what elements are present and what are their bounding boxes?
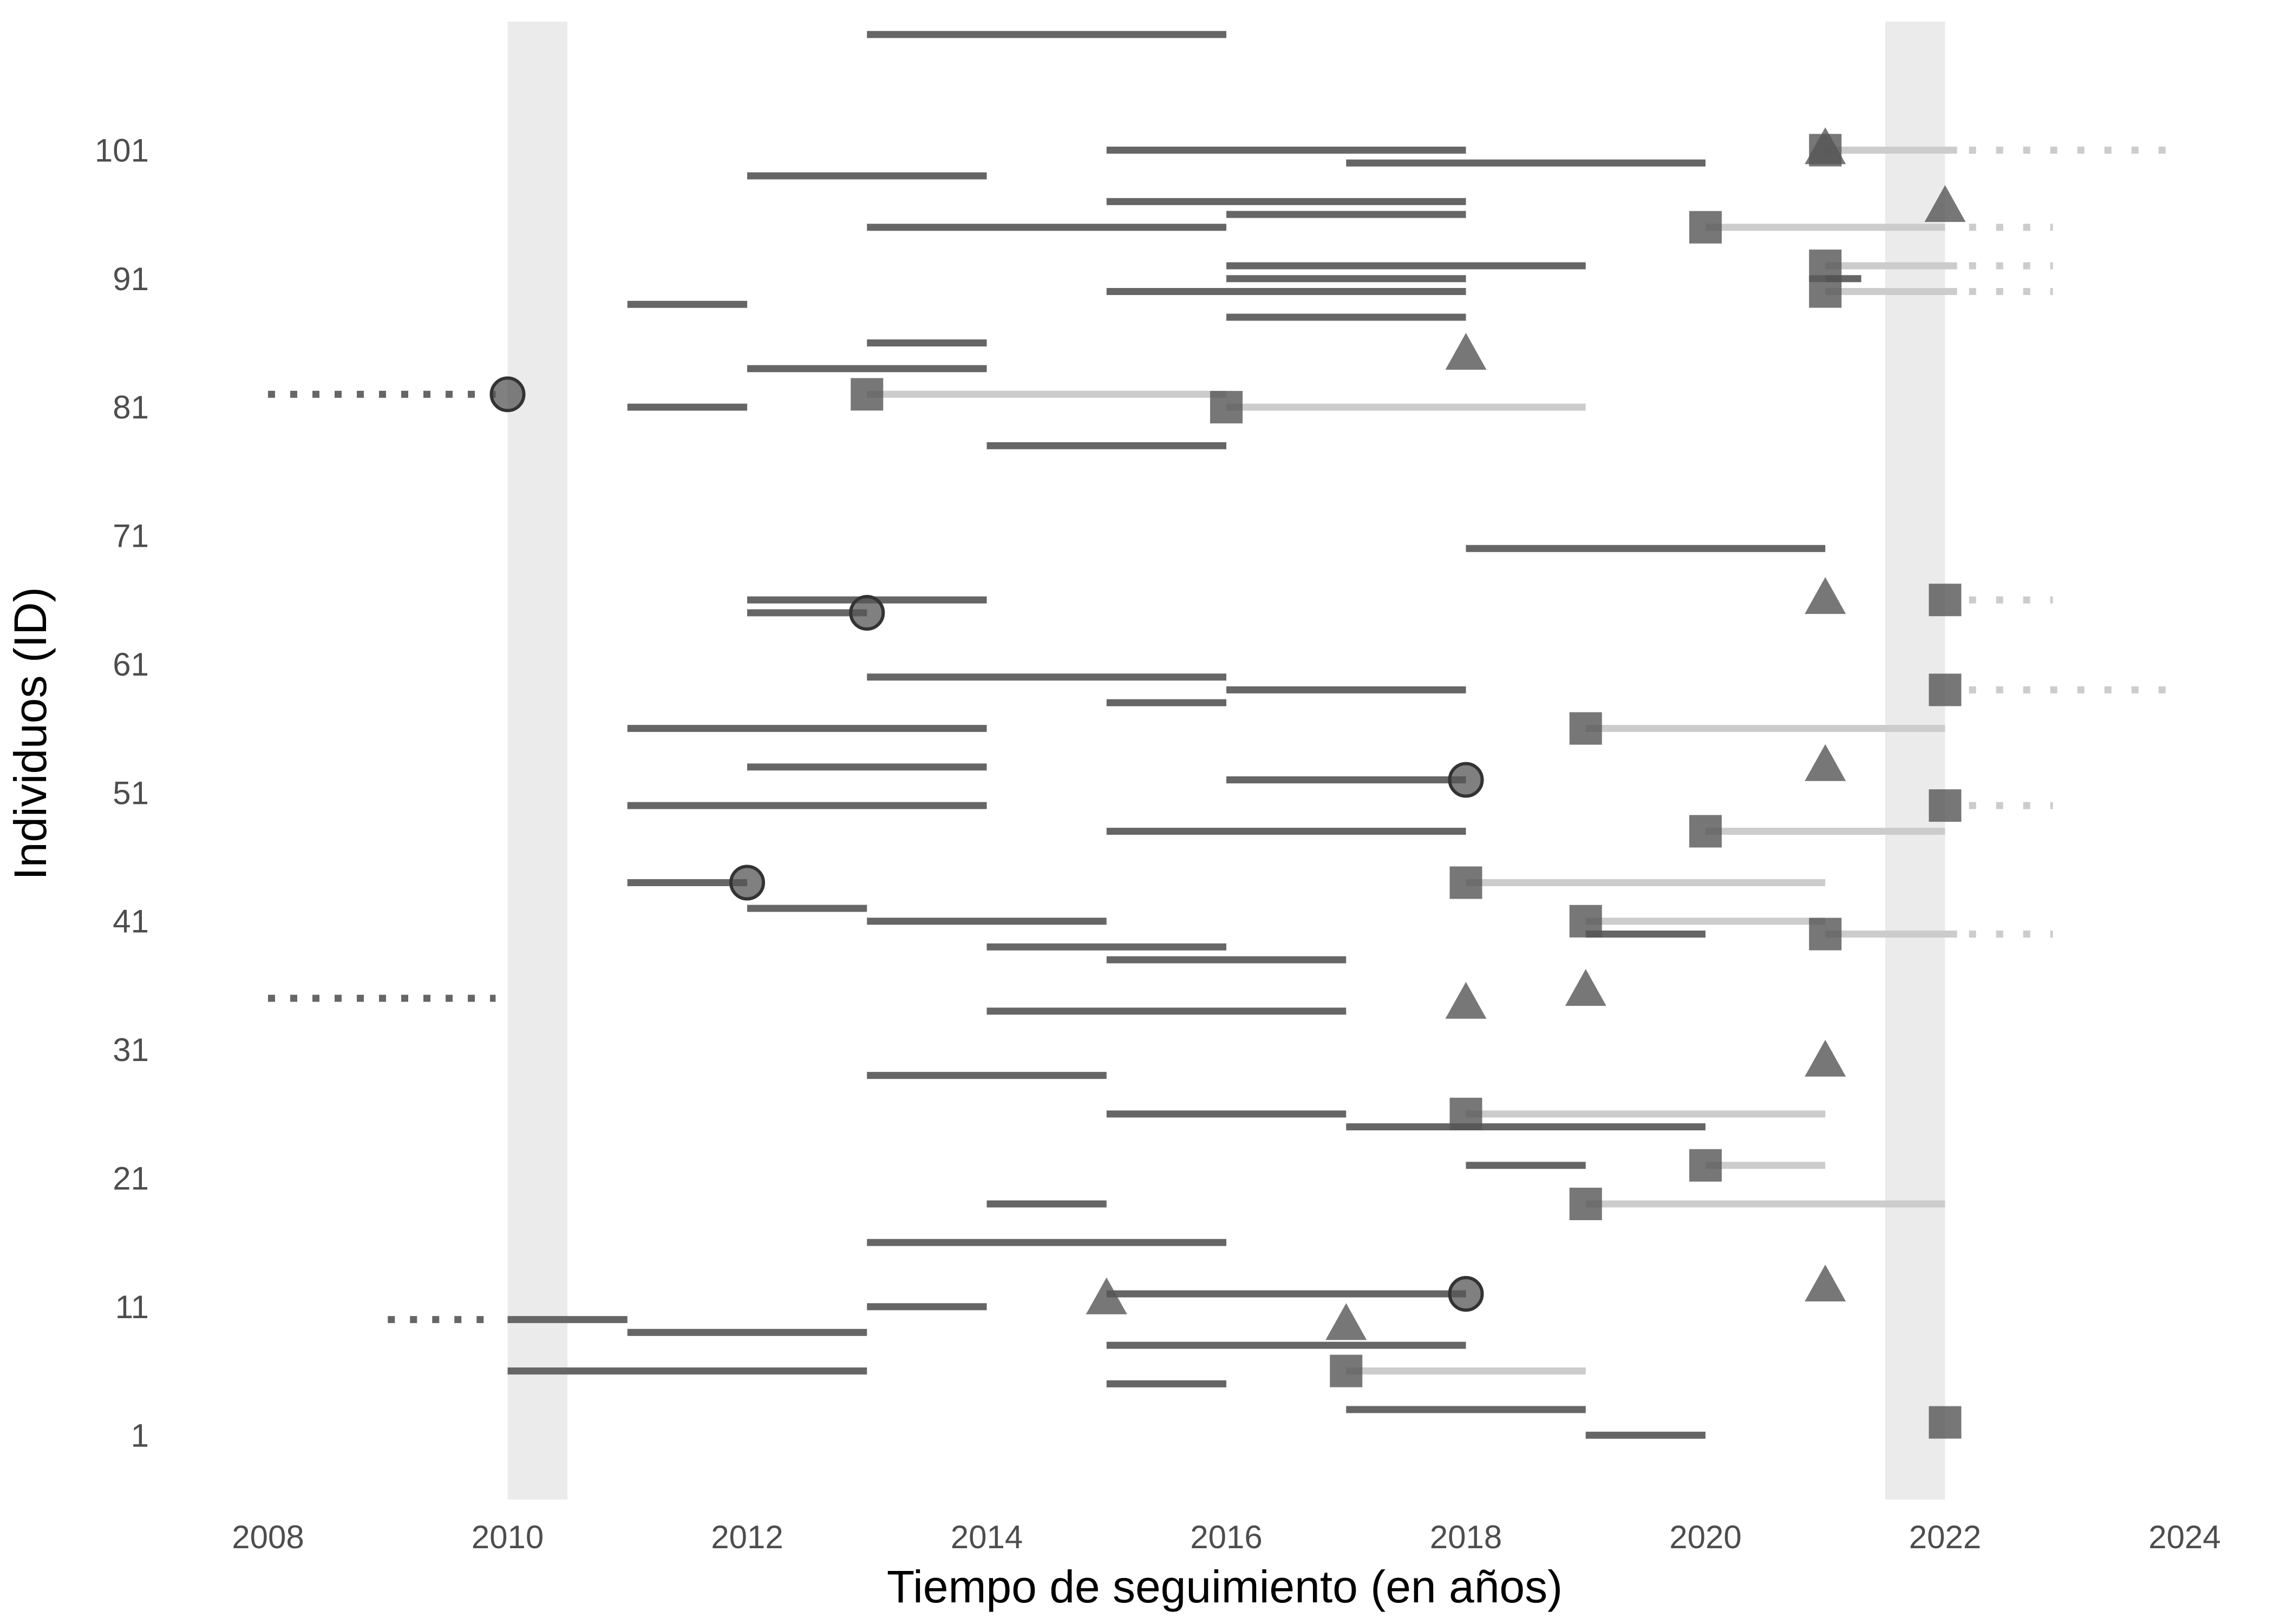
marker-square-24 <box>1929 584 1962 617</box>
marker-square-21 <box>1569 712 1602 745</box>
marker-square-18 <box>1929 789 1962 822</box>
marker-triangle-20 <box>1805 744 1846 781</box>
marker-square-7 <box>1569 1188 1602 1220</box>
x-tick-label-2022: 2022 <box>1909 1519 1981 1555</box>
shaded-band-1 <box>507 22 568 1499</box>
marker-triangle-25 <box>1805 577 1846 614</box>
marker-square-1 <box>1929 1406 1962 1439</box>
marker-square-31 <box>1809 250 1842 283</box>
marker-square-32 <box>1689 211 1722 244</box>
y-tick-label-101: 101 <box>95 132 149 168</box>
marker-square-16 <box>1449 866 1482 899</box>
marker-triangle-12 <box>1565 969 1606 1006</box>
x-tick-label-2014: 2014 <box>951 1519 1023 1555</box>
marker-square-22 <box>1929 673 1962 706</box>
marker-square-2 <box>1330 1354 1363 1387</box>
marker-triangle-35 <box>1805 127 1846 165</box>
y-tick-label-1: 1 <box>131 1417 149 1453</box>
marker-circle-5 <box>1448 1276 1484 1312</box>
y-tick-label-21: 21 <box>113 1161 149 1197</box>
y-tick-label-51: 51 <box>113 775 149 811</box>
marker-triangle-6 <box>1805 1265 1846 1302</box>
y-tick-label-81: 81 <box>113 389 149 425</box>
marker-circle-15 <box>729 865 765 901</box>
segments <box>268 31 2173 1439</box>
y-tick-label-61: 61 <box>113 646 149 683</box>
marker-square-13 <box>1809 918 1842 951</box>
x-tick-label-2010: 2010 <box>472 1519 544 1555</box>
marker-square-14 <box>1569 905 1602 938</box>
x-axis-title: Tiempo de seguimiento (en años) <box>887 1561 1563 1612</box>
y-tick-label-41: 41 <box>113 903 149 940</box>
y-axis-title: Individuos (ID) <box>5 587 56 880</box>
x-tick-label-2018: 2018 <box>1430 1519 1502 1555</box>
marker-circle-19 <box>1448 762 1484 798</box>
y-tick-label-31: 31 <box>113 1032 149 1068</box>
marker-circle-27 <box>489 376 526 412</box>
markers <box>489 127 1966 1439</box>
marker-square-17 <box>1689 815 1722 848</box>
marker-triangle-33 <box>1924 185 1966 222</box>
y-tick-label-71: 71 <box>113 518 149 554</box>
marker-square-26 <box>1210 391 1243 424</box>
marker-square-28 <box>851 378 884 411</box>
marker-triangle-4 <box>1086 1277 1127 1314</box>
marker-triangle-3 <box>1325 1303 1367 1340</box>
marker-square-9 <box>1449 1097 1482 1130</box>
marker-triangle-10 <box>1805 1039 1846 1077</box>
x-axis-ticks: 2008 2010 2012 2014 2016 2018 2020 2022 2024 <box>232 1519 2220 1555</box>
marker-square-8 <box>1689 1149 1722 1182</box>
x-tick-label-2016: 2016 <box>1190 1519 1262 1555</box>
x-tick-label-2020: 2020 <box>1669 1519 1741 1555</box>
y-tick-label-91: 91 <box>113 261 149 297</box>
marker-circle-23 <box>849 595 885 631</box>
y-tick-label-11: 11 <box>115 1289 149 1325</box>
shaded-bands <box>507 22 1945 1499</box>
marker-triangle-29 <box>1445 333 1487 370</box>
x-tick-label-2012: 2012 <box>711 1519 783 1555</box>
shaded-band-2 <box>1885 22 1945 1499</box>
x-tick-label-2024: 2024 <box>2148 1519 2220 1555</box>
marker-triangle-11 <box>1445 981 1487 1019</box>
x-tick-label-2008: 2008 <box>232 1519 304 1555</box>
